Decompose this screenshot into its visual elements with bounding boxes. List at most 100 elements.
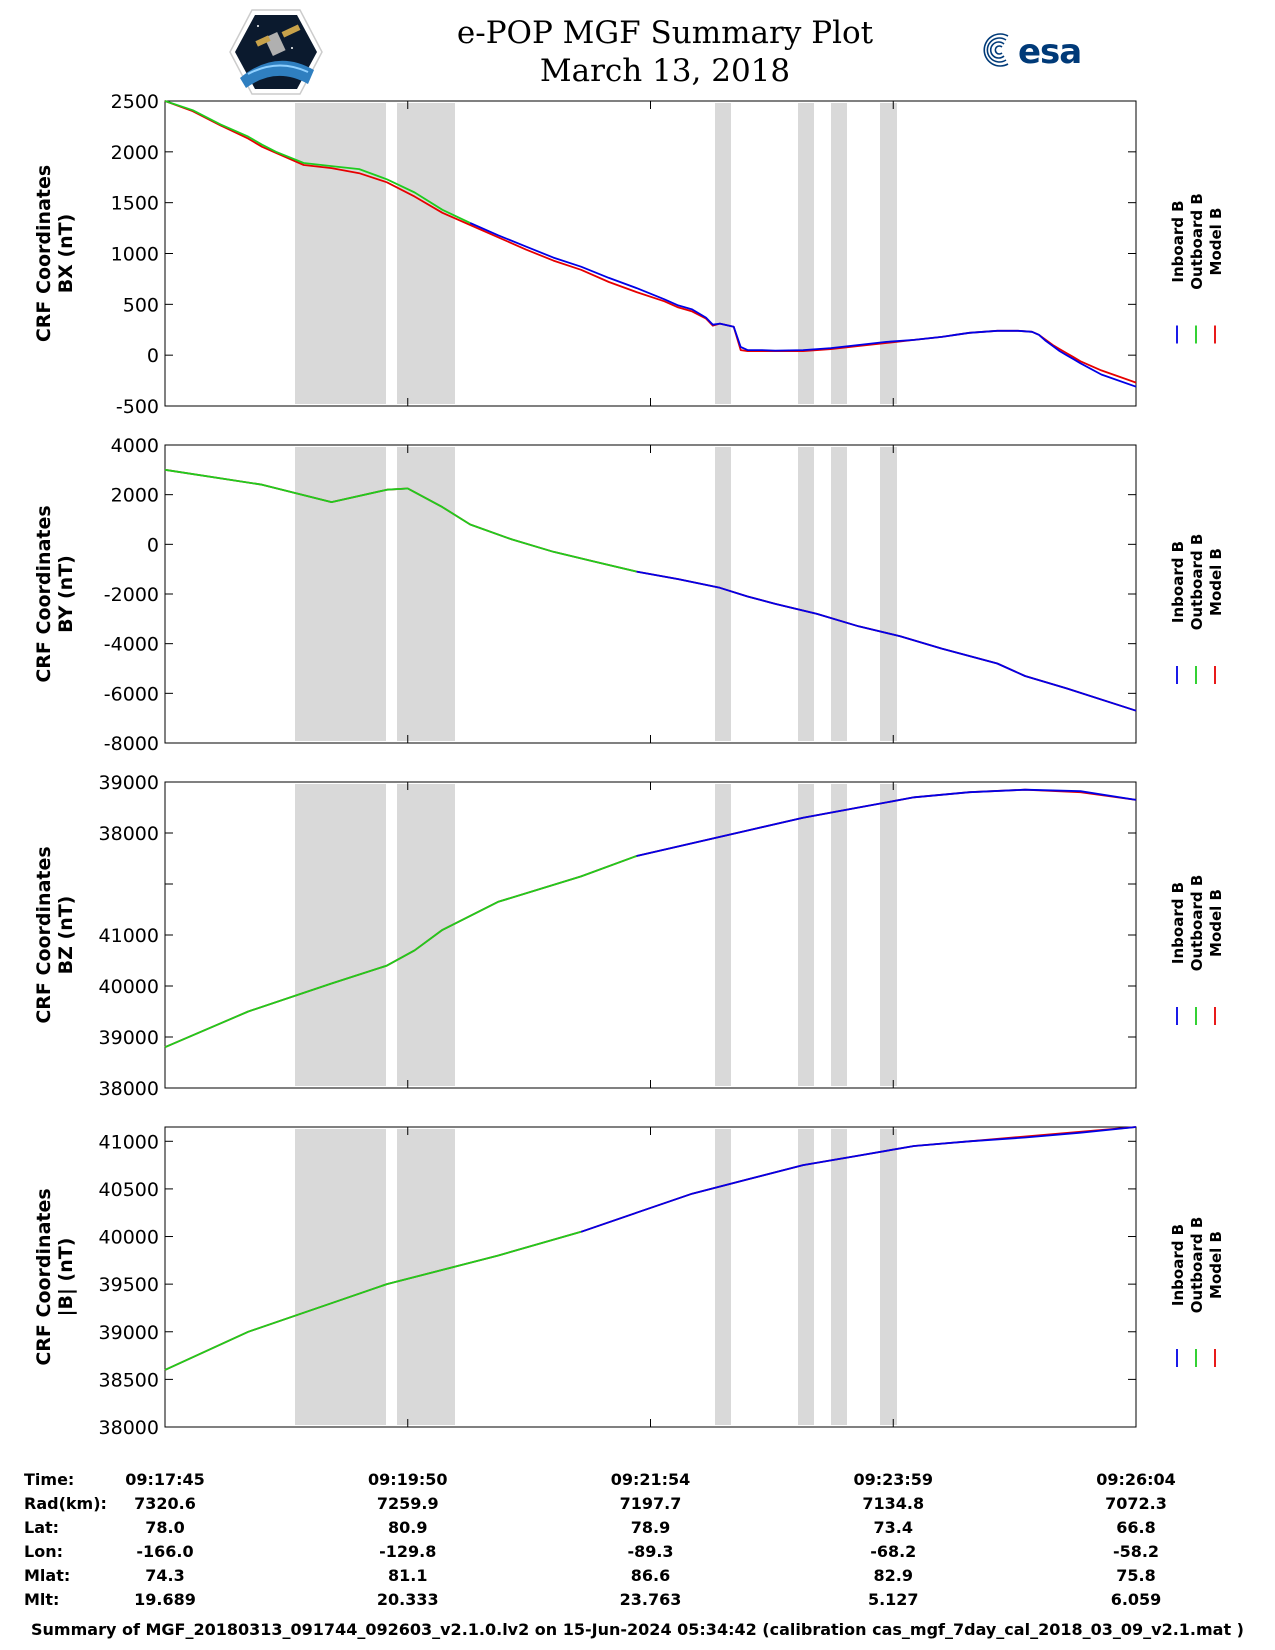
data-gap-4	[798, 447, 814, 741]
data-gap-2	[397, 1129, 455, 1425]
y-tick-label: -8000	[104, 733, 159, 755]
ephemeris-value: 74.3	[145, 1566, 184, 1585]
y-axis-label: CRF Coordinates|B| (nT)	[33, 1188, 77, 1365]
ephemeris-value: -68.2	[870, 1542, 916, 1561]
data-gap-3	[715, 1129, 731, 1425]
ephemeris-value: 86.6	[631, 1566, 670, 1585]
data-gap-1	[295, 784, 386, 1086]
esa-logo: esa	[978, 28, 1108, 78]
series-outboard-b	[164, 855, 637, 1049]
y-tick-label: 39000	[99, 772, 159, 794]
data-gap-5	[831, 103, 847, 404]
series-outboard-b	[164, 100, 471, 224]
ephemeris-row-label: Time:	[24, 1470, 74, 1489]
data-gap-2	[397, 784, 455, 1086]
ephemeris-value: 09:17:45	[125, 1470, 205, 1489]
ephemeris-table: Time: Rad(km): Lat: Lon: Mlat: Mlt: 09:17:45 73…	[24, 1470, 1176, 1609]
ephemeris-value: 7320.6	[134, 1494, 196, 1513]
legend-label: Model B	[1207, 1231, 1225, 1299]
panel-2: 4000 2000 0 -2000 -4000 -6000 -8000 CRF Coordin…	[33, 435, 1225, 755]
y-tick-label: 41000	[99, 1131, 159, 1153]
ephemeris-value: 73.4	[874, 1518, 913, 1537]
ephemeris-row-label: Mlt:	[24, 1590, 59, 1609]
data-gap-1	[295, 447, 386, 741]
ephemeris-value: 20.333	[377, 1590, 439, 1609]
y-tick-label: 40000	[99, 976, 159, 998]
data-gap-3	[715, 784, 731, 1086]
ephemeris-value: 75.8	[1116, 1566, 1155, 1585]
y-tick-label: 1000	[111, 244, 159, 266]
plot-title: e-POP MGF Summary Plot March 13, 2018	[400, 14, 930, 90]
cassiope-logo	[228, 8, 324, 96]
data-gap-2	[397, 103, 455, 404]
ephemeris-value: 7197.7	[620, 1494, 682, 1513]
y-tick-label: 500	[123, 294, 159, 316]
y-tick-label: 4000	[111, 435, 159, 457]
y-tick-label: 0	[147, 345, 159, 367]
y-tick-label: -6000	[104, 683, 159, 705]
data-gap-5	[831, 447, 847, 741]
header: e-POP MGF Summary Plot March 13, 2018 es…	[0, 0, 1275, 100]
series-inboard-b	[636, 570, 1137, 712]
legend-label: Model B	[1207, 548, 1225, 616]
data-gap-4	[798, 1129, 814, 1425]
y-tick-label: 1500	[111, 193, 159, 215]
legend-label: Model B	[1207, 889, 1225, 957]
legend-label: Inboard B	[1169, 200, 1187, 282]
y-tick-label: 38500	[99, 1369, 159, 1391]
y-axis-label: CRF CoordinatesBX (nT)	[33, 165, 77, 342]
footer-summary: Summary of MGF_20180313_091744_092603_v2…	[31, 1620, 1244, 1639]
ephemeris-value: 23.763	[620, 1590, 682, 1609]
y-tick-label: 2500	[111, 91, 159, 113]
panel-1: 2500 2000 1500 1000 500 0 -500 CRF CoordinatesB…	[33, 91, 1225, 418]
esa-logo-text: esa	[1018, 32, 1082, 72]
ephemeris-value: 5.127	[868, 1590, 919, 1609]
y-tick-label: 0	[147, 534, 159, 556]
ephemeris-value: 09:26:04	[1096, 1470, 1176, 1489]
data-gap-2	[397, 447, 455, 741]
ephemeris-value: 7259.9	[377, 1494, 439, 1513]
data-gap-1	[295, 103, 386, 404]
y-tick-label: 2000	[111, 142, 159, 164]
series-inboard-b	[469, 222, 1137, 388]
ephemeris-row-label: Lat:	[24, 1518, 59, 1537]
ephemeris-value: 19.689	[134, 1590, 196, 1609]
series-inboard-b	[636, 788, 1137, 857]
series-inboard-b	[580, 1126, 1137, 1233]
y-tick-label: -2000	[104, 584, 159, 606]
ephemeris-value: 66.8	[1116, 1518, 1155, 1537]
ephemeris-row-label: Mlat:	[24, 1566, 70, 1585]
legend-label: Outboard B	[1188, 875, 1206, 972]
ephemeris-value: 09:23:59	[853, 1470, 933, 1489]
y-axis-label: CRF CoordinatesBY (nT)	[33, 505, 77, 682]
y-tick-label: -500	[116, 396, 159, 418]
y-tick-label: 2000	[111, 485, 159, 507]
ephemeris-value: 78.9	[631, 1518, 670, 1537]
ephemeris-value: 81.1	[388, 1566, 427, 1585]
ephemeris-value: 7134.8	[862, 1494, 924, 1513]
data-gap-6	[880, 1129, 897, 1425]
series-outboard-b	[164, 468, 637, 573]
y-tick-label: 39500	[99, 1274, 159, 1296]
data-gap-1	[295, 1129, 386, 1425]
data-gap-3	[715, 103, 731, 404]
legend-label: Outboard B	[1188, 193, 1206, 290]
ephemeris-value: -89.3	[627, 1542, 673, 1561]
ephemeris-value: 6.059	[1111, 1590, 1162, 1609]
ephemeris-row-label: Lon:	[24, 1542, 63, 1561]
y-axis-label: CRF CoordinatesBZ (nT)	[33, 846, 77, 1023]
ephemeris-value: 80.9	[388, 1518, 427, 1537]
title-line-1: e-POP MGF Summary Plot	[456, 15, 874, 51]
y-tick-label: -4000	[104, 634, 159, 656]
panel-3: 39000 38000 41000 40000 39000 38000 CRF Coordi…	[33, 772, 1225, 1100]
y-tick-label: 38000	[99, 1417, 159, 1439]
y-tick-label: 38000	[99, 823, 159, 845]
legend-label: Outboard B	[1188, 534, 1206, 631]
series-outboard-b	[164, 1230, 582, 1371]
data-gap-4	[798, 103, 814, 404]
ephemeris-value: 7072.3	[1105, 1494, 1167, 1513]
data-gap-3	[715, 447, 731, 741]
y-tick-label: 39000	[99, 1322, 159, 1344]
y-tick-label: 40500	[99, 1179, 159, 1201]
legend-label: Inboard B	[1169, 541, 1187, 623]
